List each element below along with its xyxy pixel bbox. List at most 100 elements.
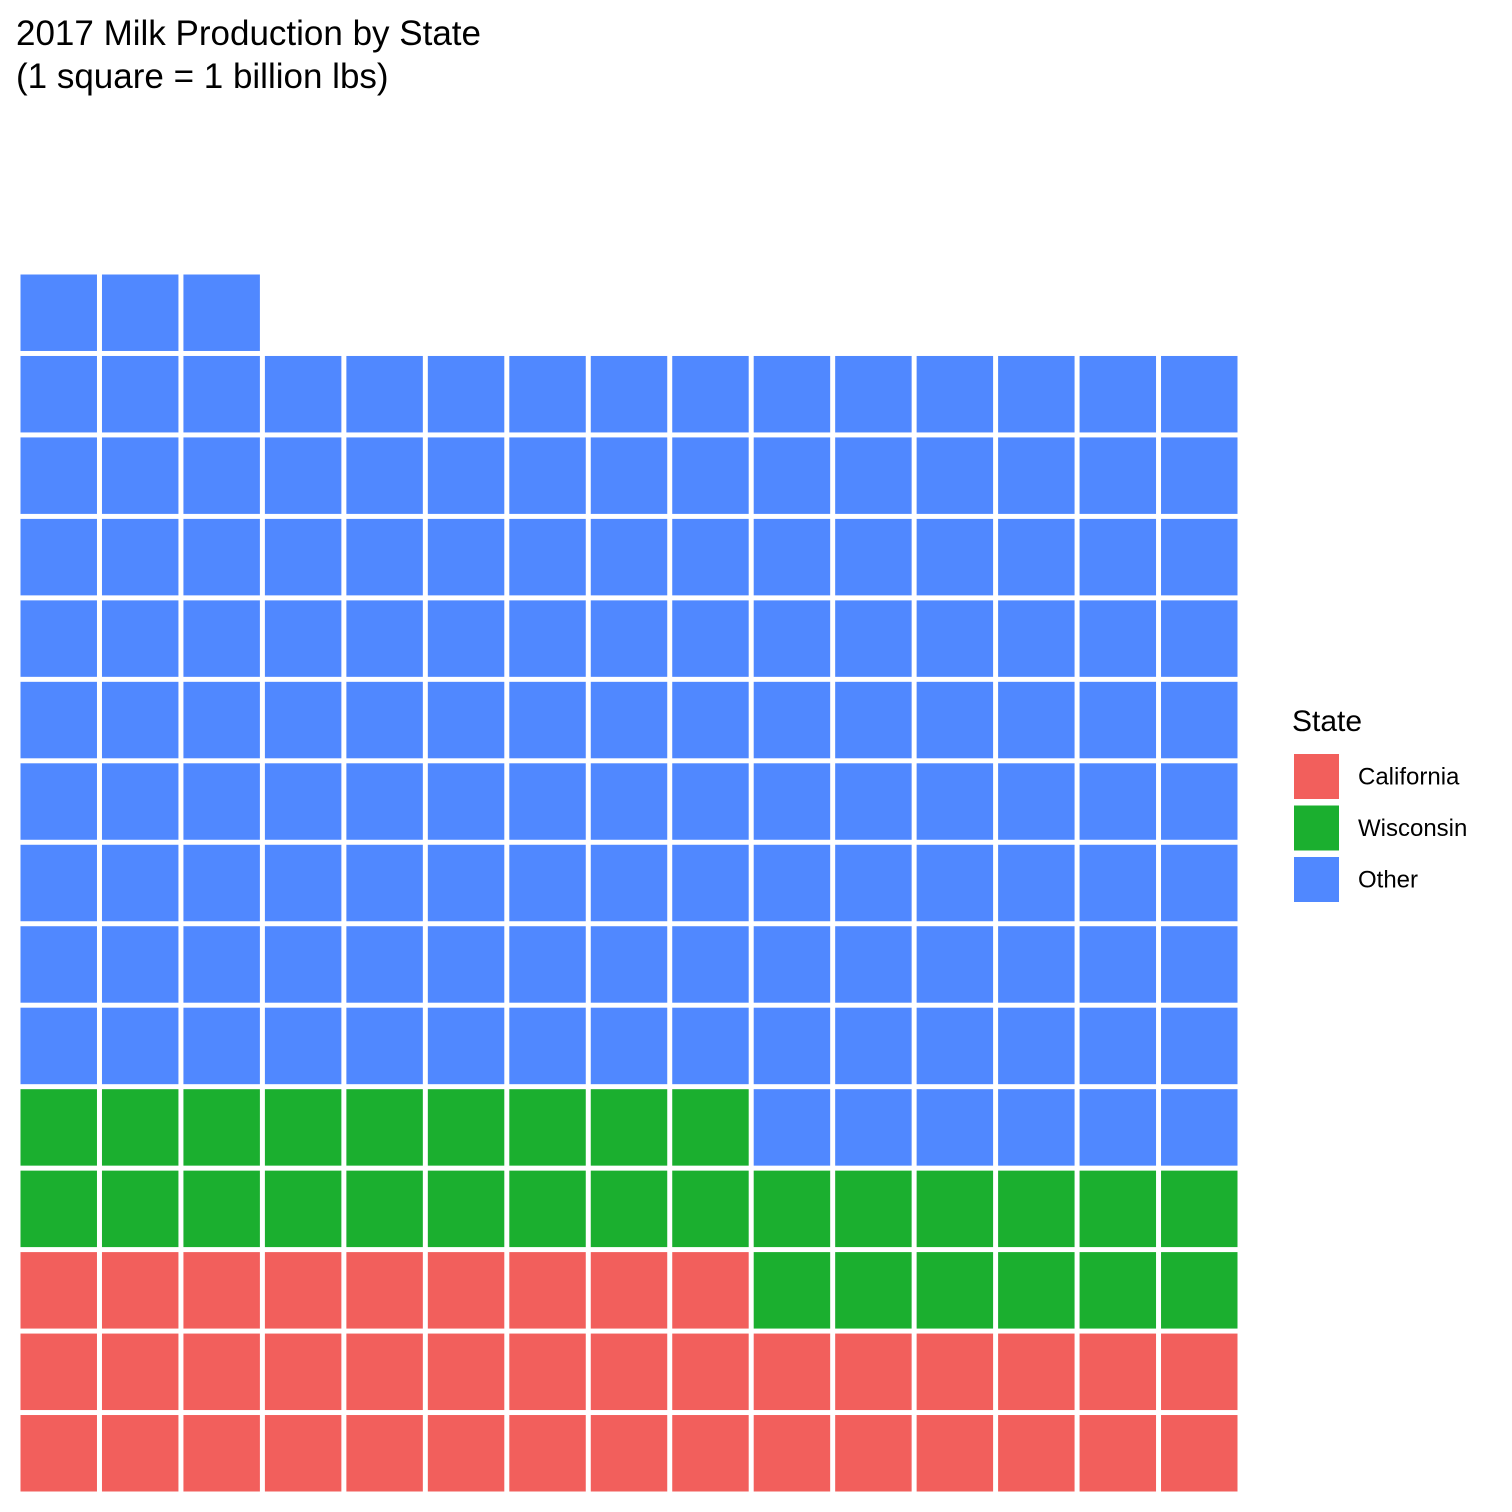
waffle-square-other (20, 763, 97, 840)
waffle-square-other (1079, 518, 1157, 596)
waffle-square-california (1161, 1333, 1238, 1411)
waffle-square-other (590, 681, 668, 759)
waffle-square-other (183, 763, 260, 840)
waffle-square-other (183, 844, 260, 922)
waffle-square-other (916, 681, 994, 759)
waffle-square-other (1161, 844, 1238, 922)
waffle-square-other (509, 844, 586, 922)
waffle-square-california (101, 1415, 179, 1492)
waffle-square-other (264, 600, 342, 677)
waffle-square-other (835, 926, 912, 1003)
waffle-square-other (20, 600, 97, 677)
waffle-square-other (672, 681, 749, 759)
waffle-square-other (20, 1007, 97, 1085)
waffle-square-other (101, 600, 179, 677)
waffle-square-wisconsin (509, 1089, 586, 1166)
waffle-square-wisconsin (590, 1089, 668, 1166)
waffle-square-other (916, 844, 994, 922)
waffle-square-wisconsin (672, 1170, 749, 1248)
waffle-square-other (20, 274, 97, 351)
waffle-square-other (1161, 437, 1238, 514)
waffle-square-other (590, 600, 668, 677)
waffle-square-california (264, 1333, 342, 1411)
waffle-square-other (101, 681, 179, 759)
waffle-square-other (509, 1007, 586, 1085)
waffle-square-other (916, 763, 994, 840)
waffle-square-other (753, 1089, 831, 1166)
waffle-square-other (101, 437, 179, 514)
waffle-square-other (916, 926, 994, 1003)
waffle-square-other (998, 355, 1075, 433)
waffle-square-other (672, 926, 749, 1003)
waffle-square-california (998, 1415, 1075, 1492)
waffle-square-california (509, 1333, 586, 1411)
waffle-square-other (427, 681, 505, 759)
waffle-square-other (1079, 437, 1157, 514)
legend-key-other (1294, 857, 1339, 902)
waffle-square-california (1079, 1415, 1157, 1492)
legend-label-california: California (1358, 764, 1460, 791)
waffle-square-other (427, 1007, 505, 1085)
waffle-square-other (264, 437, 342, 514)
waffle-square-other (1161, 355, 1238, 433)
waffle-square-other (1079, 763, 1157, 840)
waffle-square-other (753, 844, 831, 922)
waffle-square-other (346, 355, 423, 433)
waffle-square-other (1079, 926, 1157, 1003)
waffle-square-other (1079, 355, 1157, 433)
legend: State California Wisconsin Other (1292, 705, 1467, 902)
waffle-square-other (753, 763, 831, 840)
waffle-square-other (183, 926, 260, 1003)
waffle-square-other (264, 355, 342, 433)
waffle-square-other (183, 437, 260, 514)
waffle-square-california (998, 1333, 1075, 1411)
waffle-square-other (346, 681, 423, 759)
waffle-square-california (590, 1415, 668, 1492)
waffle-square-other (509, 926, 586, 1003)
waffle-square-california (427, 1252, 505, 1329)
waffle-square-other (509, 681, 586, 759)
waffle-square-other (20, 926, 97, 1003)
waffle-square-california (427, 1333, 505, 1411)
waffle-square-other (1161, 518, 1238, 596)
waffle-square-other (1079, 1007, 1157, 1085)
waffle-square-other (590, 926, 668, 1003)
waffle-square-california (183, 1333, 260, 1411)
waffle-square-california (672, 1415, 749, 1492)
waffle-square-other (264, 844, 342, 922)
waffle-square-wisconsin (835, 1252, 912, 1329)
waffle-square-other (835, 1089, 912, 1166)
waffle-square-other (1079, 844, 1157, 922)
waffle-square-other (183, 1007, 260, 1085)
waffle-square-california (264, 1415, 342, 1492)
waffle-square-other (1161, 681, 1238, 759)
waffle-square-wisconsin (20, 1089, 97, 1166)
waffle-square-other (264, 518, 342, 596)
waffle-square-other (998, 844, 1075, 922)
waffle-square-california (183, 1252, 260, 1329)
waffle-square-other (835, 844, 912, 922)
waffle-square-other (183, 600, 260, 677)
waffle-square-other (590, 355, 668, 433)
waffle-square-california (346, 1333, 423, 1411)
waffle-square-other (753, 1007, 831, 1085)
waffle-square-other (101, 518, 179, 596)
legend-label-wisconsin: Wisconsin (1358, 815, 1467, 842)
waffle-square-california (753, 1333, 831, 1411)
waffle-square-other (20, 518, 97, 596)
waffle-square-wisconsin (346, 1089, 423, 1166)
legend-key-california (1294, 754, 1339, 799)
waffle-square-other (346, 600, 423, 677)
waffle-square-wisconsin (1079, 1170, 1157, 1248)
waffle-square-other (101, 926, 179, 1003)
waffle-square-california (183, 1415, 260, 1492)
waffle-square-california (916, 1333, 994, 1411)
waffle-square-california (427, 1415, 505, 1492)
waffle-square-other (753, 926, 831, 1003)
waffle-square-other (835, 437, 912, 514)
waffle-square-other (835, 681, 912, 759)
waffle-square-other (509, 437, 586, 514)
waffle-square-california (101, 1252, 179, 1329)
waffle-square-other (835, 1007, 912, 1085)
